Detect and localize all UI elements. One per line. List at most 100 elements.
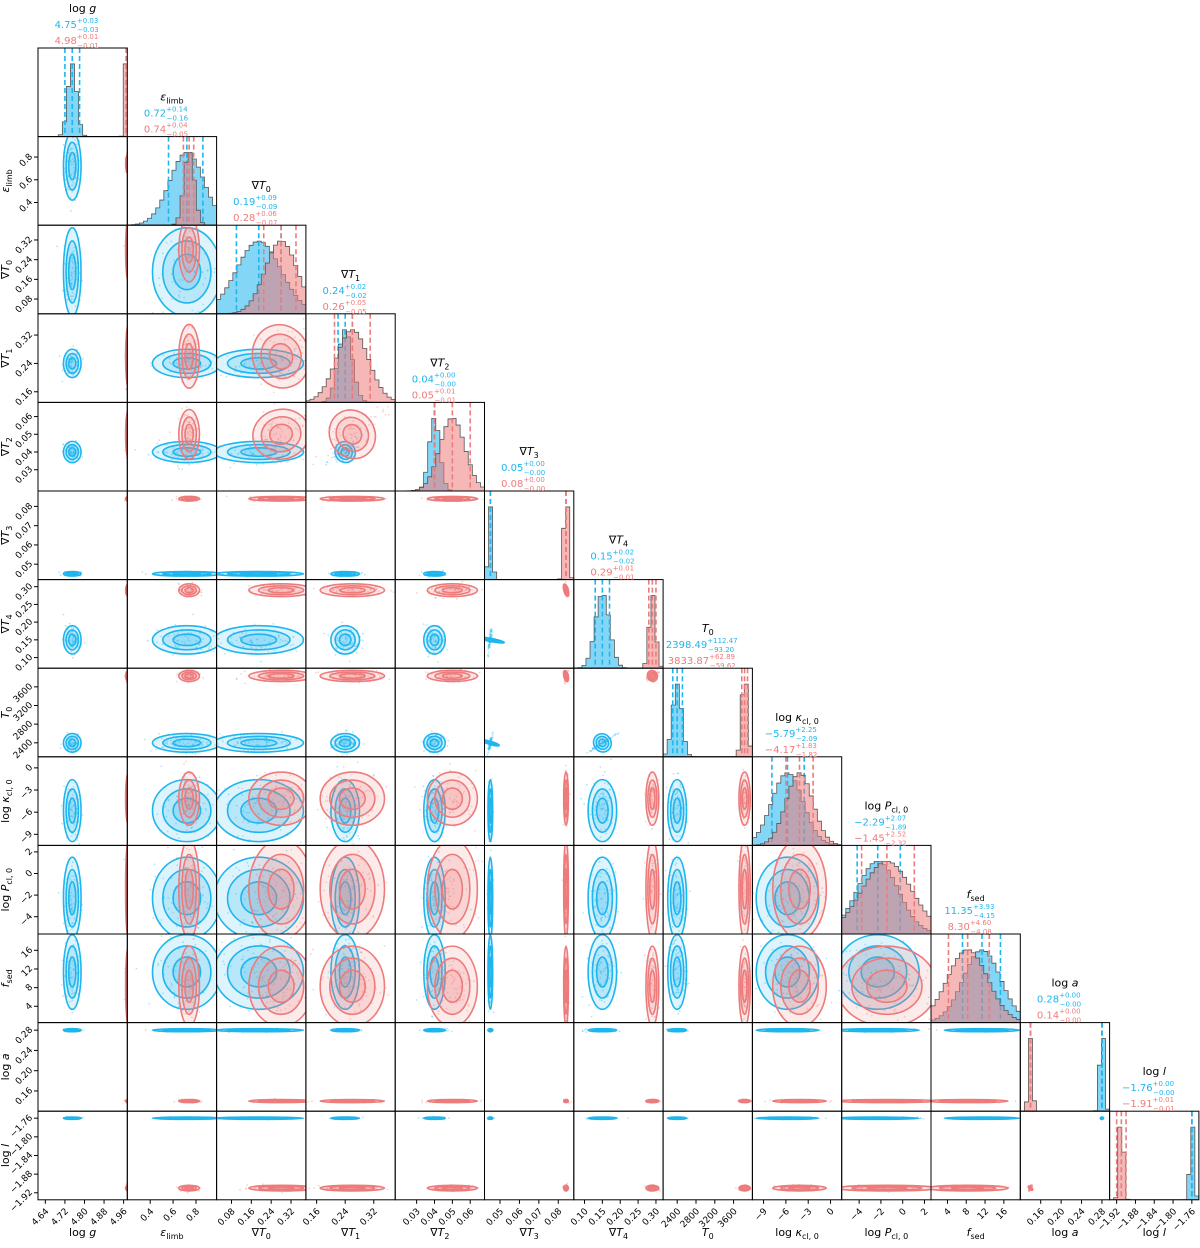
sample-point-blue — [72, 656, 74, 659]
sample-point-red — [189, 250, 191, 253]
sample-point-blue — [189, 351, 192, 353]
sample-point-blue — [420, 571, 423, 573]
contour-blue — [429, 572, 440, 576]
sample-point-blue — [280, 358, 283, 361]
sample-point-blue — [176, 465, 179, 467]
sample-point-red — [131, 497, 133, 499]
panel-content — [573, 579, 664, 669]
sample-point-blue — [422, 623, 425, 626]
sample-point-blue — [64, 288, 67, 291]
sample-point-blue — [72, 250, 75, 253]
sample-point-red — [128, 331, 130, 333]
sample-point-blue — [238, 452, 241, 454]
sample-point-red — [128, 593, 130, 595]
sample-point-blue — [170, 453, 173, 456]
sample-point-red — [129, 434, 131, 436]
sample-point-red — [128, 457, 130, 459]
sample-point-blue — [352, 447, 354, 450]
contour-red — [260, 333, 302, 380]
sample-point-red — [130, 430, 132, 432]
sample-point-red — [128, 587, 130, 589]
sample-point-red — [128, 679, 130, 681]
sample-point-red — [128, 158, 130, 160]
sample-point-blue — [218, 789, 220, 791]
sample-point-red — [129, 593, 131, 595]
sample-point-blue — [255, 848, 257, 850]
panel-frame — [37, 224, 128, 315]
sample-point-blue — [249, 445, 252, 448]
sample-point-red — [130, 496, 132, 498]
sample-point-blue — [334, 654, 337, 656]
sample-point-red — [131, 221, 133, 223]
sample-point-blue — [70, 209, 72, 212]
sample-point-red — [186, 336, 188, 339]
sample-point-red — [128, 244, 130, 246]
sample-point-blue — [204, 277, 207, 279]
sample-point-red — [130, 495, 132, 497]
panel-dT0-logg — [37, 221, 133, 315]
sample-point-blue — [612, 735, 614, 737]
sample-point-red — [564, 682, 567, 685]
panel-frame — [484, 490, 575, 581]
sample-point-red — [129, 799, 131, 801]
sample-point-red — [129, 678, 131, 680]
sample-point-red — [132, 418, 134, 420]
sample-point-red — [187, 437, 190, 439]
sample-point-red — [262, 410, 265, 413]
sample-point-blue — [176, 456, 179, 459]
sample-point-red — [128, 795, 130, 797]
sample-point-blue — [69, 361, 72, 363]
scatter-red — [562, 669, 570, 685]
sample-point-red — [130, 364, 132, 366]
sample-point-blue — [144, 573, 147, 576]
sample-point-red — [128, 499, 130, 501]
sample-point-red — [265, 438, 267, 441]
panel-content — [58, 319, 132, 391]
sample-point-red — [189, 447, 192, 450]
sample-point-red — [129, 675, 131, 677]
sample-point-red — [188, 421, 191, 424]
sample-point-red — [128, 428, 130, 430]
scatter-blue — [61, 439, 84, 464]
sample-point-red — [175, 495, 178, 498]
sample-point-red — [293, 348, 296, 350]
sample-point-blue — [213, 267, 216, 270]
sample-point-blue — [70, 160, 72, 163]
hist-red-dT3 — [484, 506, 574, 580]
sample-point-red — [129, 671, 131, 673]
sample-point-red — [128, 338, 130, 340]
panel-dT1-dT0 — [216, 313, 307, 403]
hist-red-dT1 — [305, 329, 396, 403]
panel-T0-logg — [37, 667, 131, 758]
sample-point-red — [128, 498, 130, 500]
contour-blue — [226, 443, 291, 461]
panel-frame — [37, 756, 128, 846]
sample-point-blue — [71, 272, 73, 275]
sample-point-blue — [260, 660, 262, 663]
sample-point-red — [129, 783, 131, 785]
sample-point-red — [187, 339, 189, 342]
panel-dT4-dT3 — [484, 579, 575, 669]
sample-point-red — [190, 351, 193, 354]
sample-point-blue — [281, 358, 284, 361]
sample-point-blue — [362, 639, 364, 642]
sample-point-red — [128, 355, 130, 357]
sample-point-red — [129, 349, 131, 351]
sample-point-blue — [188, 463, 191, 466]
contour-red — [441, 586, 464, 594]
sample-point-red — [128, 498, 130, 500]
sample-point-blue — [269, 452, 272, 455]
sample-point-red — [264, 438, 266, 441]
sample-point-red — [355, 431, 358, 434]
sample-point-red — [128, 437, 130, 439]
sample-point-red — [128, 348, 130, 350]
sample-point-blue — [70, 298, 73, 301]
sample-point-red — [128, 674, 130, 676]
sample-point-blue — [72, 160, 75, 163]
sample-point-blue — [264, 457, 267, 459]
sample-point-red — [128, 589, 130, 591]
sample-point-red — [185, 343, 188, 345]
sample-point-red — [129, 784, 131, 786]
sample-point-red — [129, 355, 131, 357]
sample-point-red — [177, 417, 180, 420]
